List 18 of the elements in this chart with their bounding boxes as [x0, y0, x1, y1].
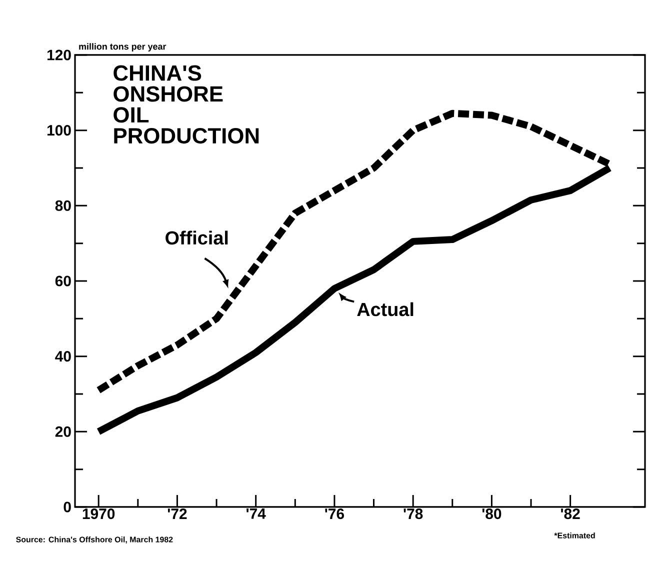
y-tick-label: 100 — [47, 125, 71, 136]
x-tick-label: '78 — [404, 508, 423, 520]
y-tick-label: 60 — [55, 276, 71, 286]
y-tick-label: 20 — [55, 426, 71, 437]
y-tick-label: 120 — [47, 50, 71, 60]
x-tick-label: '72 — [168, 508, 187, 519]
y-tick-label: 40 — [55, 351, 71, 362]
legend-label: Actual — [357, 302, 414, 316]
x-tick-label: '76 — [325, 508, 344, 520]
x-tick-label: '74 — [246, 508, 266, 519]
text: CHINA'S ONSHORE OIL PRODUCTION — [114, 65, 259, 144]
x-tick-label: '82 — [561, 508, 580, 520]
series-label: Official — [166, 230, 228, 245]
y-tick-label: 80 — [55, 200, 71, 211]
x-tick-label: 1970 — [82, 508, 115, 520]
y-tick-label: 0 — [64, 502, 71, 512]
y-axis-title: million tons per year — [79, 43, 166, 52]
x-tick-label: '80 — [482, 508, 502, 520]
